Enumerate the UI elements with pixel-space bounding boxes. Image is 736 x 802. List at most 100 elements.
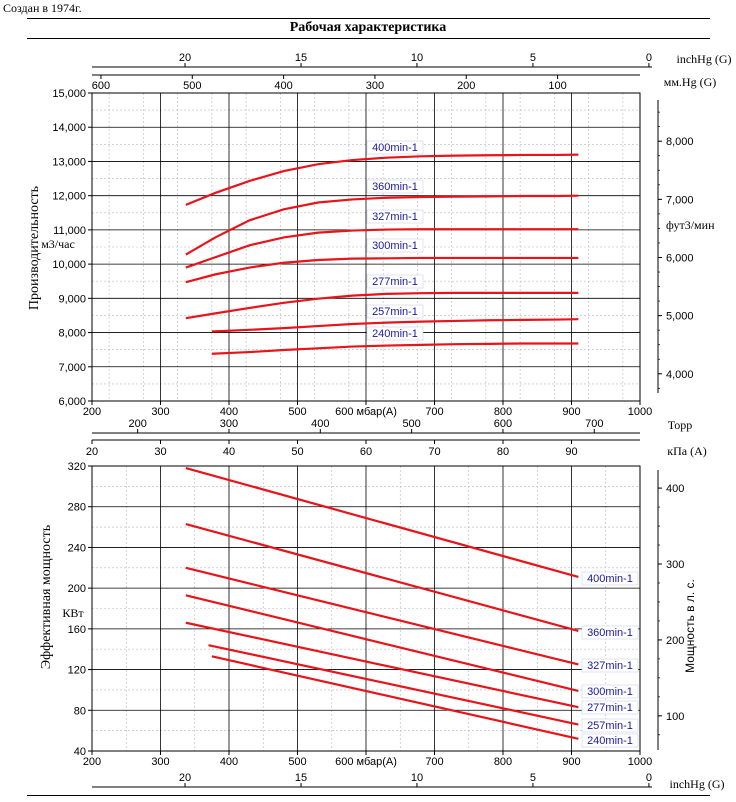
lower-series-label-box <box>581 700 639 715</box>
upper-series-label: 257min-1 <box>372 306 418 318</box>
lower-y-tick-label: 240 <box>68 542 86 554</box>
lower-x-tick-label: 900 <box>562 756 580 768</box>
lower-y-tick-label: 320 <box>68 461 86 473</box>
upper-y-tick-label: 11,000 <box>53 225 86 237</box>
upper-series-curve <box>211 318 579 333</box>
upper-x-tick-label: 300 <box>151 406 169 418</box>
lower-right-axis-title: Мощность в л. с. <box>683 579 697 673</box>
title-divider <box>27 38 710 39</box>
lower-right-axis-tick-label: 200 <box>666 635 684 647</box>
lower-x-tick-label: 400 <box>220 756 238 768</box>
top-mmhg-tick-label: 200 <box>457 80 475 92</box>
top-inchhg-tick-label: 0 <box>646 52 652 64</box>
lower-series-label: 277min-1 <box>587 702 633 714</box>
upper-right-axis-tick-label: 5,000 <box>666 311 694 323</box>
lower-right-axis-tick-label: 100 <box>666 711 684 723</box>
upper-y-tick-label: 13,000 <box>52 156 86 168</box>
upper-series-label: 277min-1 <box>372 276 418 288</box>
torr-tick-label: 200 <box>128 418 146 430</box>
creation-caption: Создан в 1974г. <box>3 1 82 15</box>
upper-series-label-box <box>366 179 424 194</box>
upper-x-tick-label: 700 <box>425 406 443 418</box>
kpa-tick-label: 80 <box>497 446 509 458</box>
bottom-inchhg-axis-title: inchHg (G) <box>670 777 725 791</box>
upper-x-tick-label: 200 <box>83 406 101 418</box>
top-mmhg-tick-label: 400 <box>274 80 292 92</box>
upper-right-axis-title: фут3/мин <box>666 218 715 232</box>
lower-x-tick-label: 1000 <box>628 756 652 768</box>
kpa-tick-label: 50 <box>291 446 303 458</box>
upper-series-curve <box>185 194 579 256</box>
upper-series-label: 400min-1 <box>372 142 418 154</box>
lower-series-label-box <box>581 718 639 733</box>
lower-series-label-box <box>581 658 639 673</box>
lower-series-label-box <box>581 733 639 748</box>
lower-y-tick-label: 80 <box>74 705 86 717</box>
lower-series-curve <box>185 522 579 632</box>
lower-y-tick-label: 160 <box>68 624 86 636</box>
upper-y-tick-label: 14,000 <box>52 122 86 134</box>
upper-series-curve <box>185 228 579 269</box>
upper-y-tick-label: 10,000 <box>52 259 86 271</box>
top-divider <box>27 18 710 19</box>
upper-x-tick-label: 900 <box>562 406 580 418</box>
upper-right-axis-tick-label: 4,000 <box>666 369 694 381</box>
top-inchhg-tick-label: 20 <box>179 52 191 64</box>
top-mmhg-tick-label: 100 <box>548 80 566 92</box>
lower-series-label-box <box>581 684 639 699</box>
kpa-tick-label: 90 <box>565 446 577 458</box>
lower-series-label: 360min-1 <box>587 627 633 639</box>
upper-x-tick-label: 600 мбар(A) <box>335 406 397 418</box>
upper-series-label: 240min-1 <box>372 328 418 340</box>
upper-y-tick-label: 9,000 <box>58 293 86 305</box>
upper-series-curve <box>185 291 579 320</box>
torr-tick-label: 400 <box>311 418 329 430</box>
lower-series-label: 240min-1 <box>587 735 633 747</box>
upper-series-label: 360min-1 <box>372 181 418 193</box>
kpa-tick-label: 40 <box>223 446 235 458</box>
top-mmhg-tick-label: 300 <box>366 80 384 92</box>
lower-y-axis-unit: КВт <box>62 606 84 620</box>
upper-series-label-box <box>366 304 424 319</box>
upper-y-axis-title: Производительность <box>27 186 42 310</box>
upper-series-curve <box>185 256 579 284</box>
bottom-inchhg-tick-label: 5 <box>530 772 536 784</box>
upper-y-axis-unit: м3/час <box>41 237 75 251</box>
top-mmhg-tick-label: 500 <box>183 80 201 92</box>
upper-y-tick-label: 6,000 <box>58 396 86 408</box>
upper-series-curve <box>185 153 579 206</box>
bottom-inchhg-tick-label: 15 <box>295 772 307 784</box>
lower-y-tick-label: 40 <box>74 746 86 758</box>
top-mmhg-axis-title: мм.Hg (G) <box>664 75 717 89</box>
upper-right-axis-tick-label: 8,000 <box>666 136 694 148</box>
torr-tick-label: 700 <box>585 418 603 430</box>
lower-x-tick-label: 500 <box>288 756 306 768</box>
lower-y-axis-title: Эффективная мощность <box>39 525 54 669</box>
lower-series-label-box <box>581 625 639 640</box>
lower-series-curve <box>185 566 579 666</box>
upper-y-tick-label: 8,000 <box>58 328 86 340</box>
lower-x-tick-label: 300 <box>151 756 169 768</box>
torr-tick-label: 500 <box>402 418 420 430</box>
kpa-tick-label: 20 <box>86 446 98 458</box>
top-inchhg-axis-title: inchHg (G) <box>677 52 732 66</box>
upper-x-tick-label: 800 <box>494 406 512 418</box>
lower-x-tick-label: 600 мбар(A) <box>335 756 397 768</box>
top-mmhg-tick-label: 600 <box>92 80 110 92</box>
lower-series-label: 400min-1 <box>587 573 633 585</box>
bottom-inchhg-tick-label: 0 <box>646 772 652 784</box>
top-inchhg-tick-label: 10 <box>411 52 423 64</box>
lower-x-tick-label: 800 <box>494 756 512 768</box>
upper-x-tick-label: 400 <box>220 406 238 418</box>
lower-series-curve <box>185 594 579 693</box>
torr-axis-title: Торр <box>668 418 692 432</box>
lower-series-curve <box>208 644 579 726</box>
upper-y-tick-label: 15,000 <box>52 88 86 100</box>
lower-x-tick-label: 200 <box>83 756 101 768</box>
lower-series-curve <box>185 466 579 579</box>
upper-series-label-box <box>366 140 424 155</box>
lower-series-curve <box>211 655 579 740</box>
torr-tick-label: 600 <box>494 418 512 430</box>
